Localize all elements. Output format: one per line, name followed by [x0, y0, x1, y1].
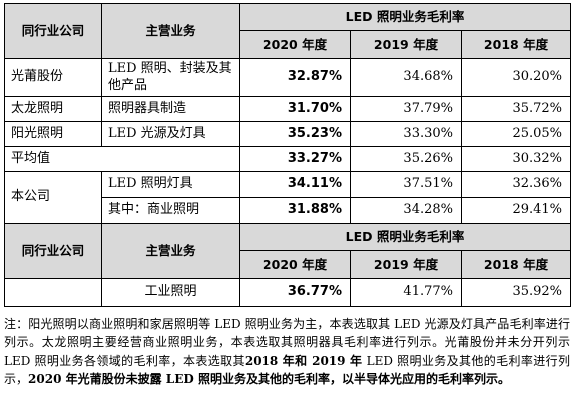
- header-2020: 2020 年度: [239, 30, 351, 59]
- business-cell: 其中：商业照明: [101, 197, 240, 224]
- table-row: 太龙照明 照明器具制造 31.70% 37.79% 35.72%: [4, 96, 572, 122]
- gross-margin-table: 同行业公司 主营业务 LED 照明业务毛利率 2020 年度 2019 年度 2…: [4, 3, 572, 307]
- business-cell: LED 照明、封装及其他产品: [101, 58, 240, 97]
- value-2019: 37.51%: [350, 171, 462, 198]
- note-text-continued: LED 照明业务及其他的毛利率进行列示，: [4, 353, 570, 386]
- value-2020: 35.23%: [239, 121, 351, 147]
- value-2019: 35.26%: [350, 146, 462, 172]
- average-row: 平均值 33.27% 35.26% 30.32%: [4, 146, 572, 172]
- table2-year-row: 2020 年度 2019 年度 2018 年度: [5, 250, 572, 279]
- table-row: 工业照明 36.77% 41.77% 35.92%: [4, 278, 572, 307]
- value-2018: 25.05%: [460, 121, 572, 147]
- table-row: 阳光照明 LED 光源及灯具 35.23% 33.30% 25.05%: [4, 121, 572, 147]
- value-2020: 32.87%: [239, 58, 351, 97]
- table1-header-row: 同行业公司 主营业务 LED 照明业务毛利率: [4, 3, 572, 59]
- value-2018: 29.41%: [460, 197, 572, 224]
- value-2018: 30.20%: [460, 58, 572, 97]
- business-cell: LED 光源及灯具: [101, 121, 240, 147]
- table-note: 注：阳光照明以商业照明和家居照明等 LED 照明业务为主，本表选取其 LED 光…: [4, 315, 570, 388]
- value-2020: 31.88%: [239, 197, 351, 224]
- value-2019: 34.28%: [350, 197, 462, 224]
- value-2020: 33.27%: [239, 146, 351, 172]
- header-margin-group: LED 照明业务毛利率: [238, 3, 572, 31]
- business-cell: 照明器具制造: [101, 96, 240, 122]
- value-2019: 33.30%: [350, 121, 462, 147]
- value-2019: 41.77%: [350, 278, 462, 307]
- header-company: 同行业公司: [4, 3, 102, 59]
- value-2020: 36.77%: [239, 278, 351, 307]
- value-2020: 34.11%: [239, 171, 351, 198]
- note-text: 注：阳光照明以商业照明和家居照明等 LED 照明业务为主，本表选取其 LED 光…: [4, 317, 570, 368]
- value-2020: 31.70%: [239, 96, 351, 122]
- header-2018: 2018 年度: [460, 30, 572, 59]
- table-row: 本公司 LED 照明灯具 34.11% 37.51% 32.36%: [4, 171, 572, 224]
- header-2018: 2018 年度: [460, 250, 572, 279]
- value-2019: 34.68%: [350, 58, 462, 97]
- header-company: 同行业公司: [4, 223, 102, 279]
- company-cell: 阳光照明: [4, 121, 102, 147]
- table2-header-row: 同行业公司 主营业务 LED 照明业务毛利率: [4, 223, 572, 279]
- business-cell: LED 照明灯具: [101, 171, 240, 198]
- business-cell: 工业照明: [101, 278, 240, 307]
- table1-year-row: 2020 年度 2019 年度 2018 年度: [5, 30, 572, 59]
- header-margin-group: LED 照明业务毛利率: [238, 223, 572, 251]
- header-business: 主营业务: [101, 3, 240, 59]
- header-2019: 2019 年度: [350, 250, 462, 279]
- value-2019: 37.79%: [350, 96, 462, 122]
- note-bold-years: 2018 年和 2019 年: [244, 353, 363, 368]
- company-cell-empty: [4, 278, 102, 307]
- note-bold-disclosure: 2020 年光莆股份未披露 LED 照明业务及其他的毛利率，以半导体光应用的毛利…: [28, 371, 510, 386]
- average-label: 平均值: [4, 146, 240, 172]
- header-2020: 2020 年度: [239, 250, 351, 279]
- table-row: 其中：商业照明 31.88% 34.28% 29.41%: [5, 197, 572, 224]
- value-2018: 30.32%: [460, 146, 572, 172]
- value-2018: 35.72%: [460, 96, 572, 122]
- company-cell: 本公司: [4, 171, 102, 224]
- value-2018: 35.92%: [460, 278, 572, 307]
- table-row: 光莆股份 LED 照明、封装及其他产品 32.87% 34.68% 30.20%: [4, 58, 572, 97]
- header-2019: 2019 年度: [350, 30, 462, 59]
- company-cell: 太龙照明: [4, 96, 102, 122]
- company-cell: 光莆股份: [4, 58, 102, 97]
- header-business: 主营业务: [101, 223, 240, 279]
- value-2018: 32.36%: [460, 171, 572, 198]
